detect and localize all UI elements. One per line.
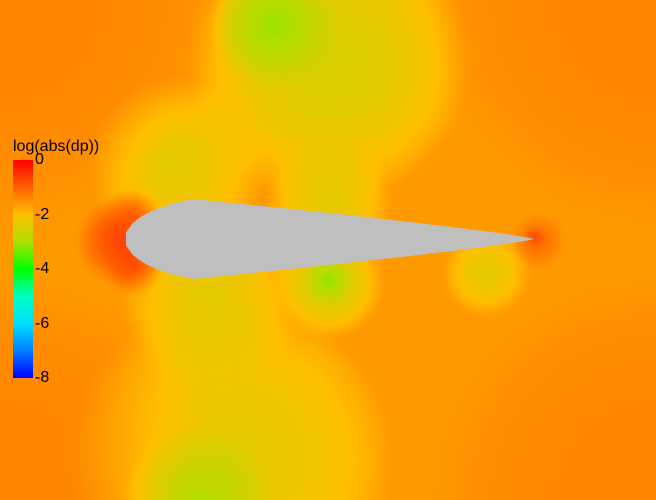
legend-color-bar	[13, 160, 33, 378]
legend-tick: -2	[33, 206, 49, 224]
legend-tick: -8	[33, 369, 49, 387]
legend-tick: -4	[33, 260, 49, 278]
legend-title: log(abs(dp))	[13, 138, 99, 156]
cfd-pressure-figure: log(abs(dp)) 0 -2 -4 -6 -8	[0, 0, 656, 500]
scalar-field-canvas	[0, 0, 656, 500]
colorbar-legend: log(abs(dp)) 0-2-4-6-8	[13, 160, 33, 378]
legend-tick: -6	[33, 315, 49, 333]
legend-tick: 0	[33, 151, 44, 169]
